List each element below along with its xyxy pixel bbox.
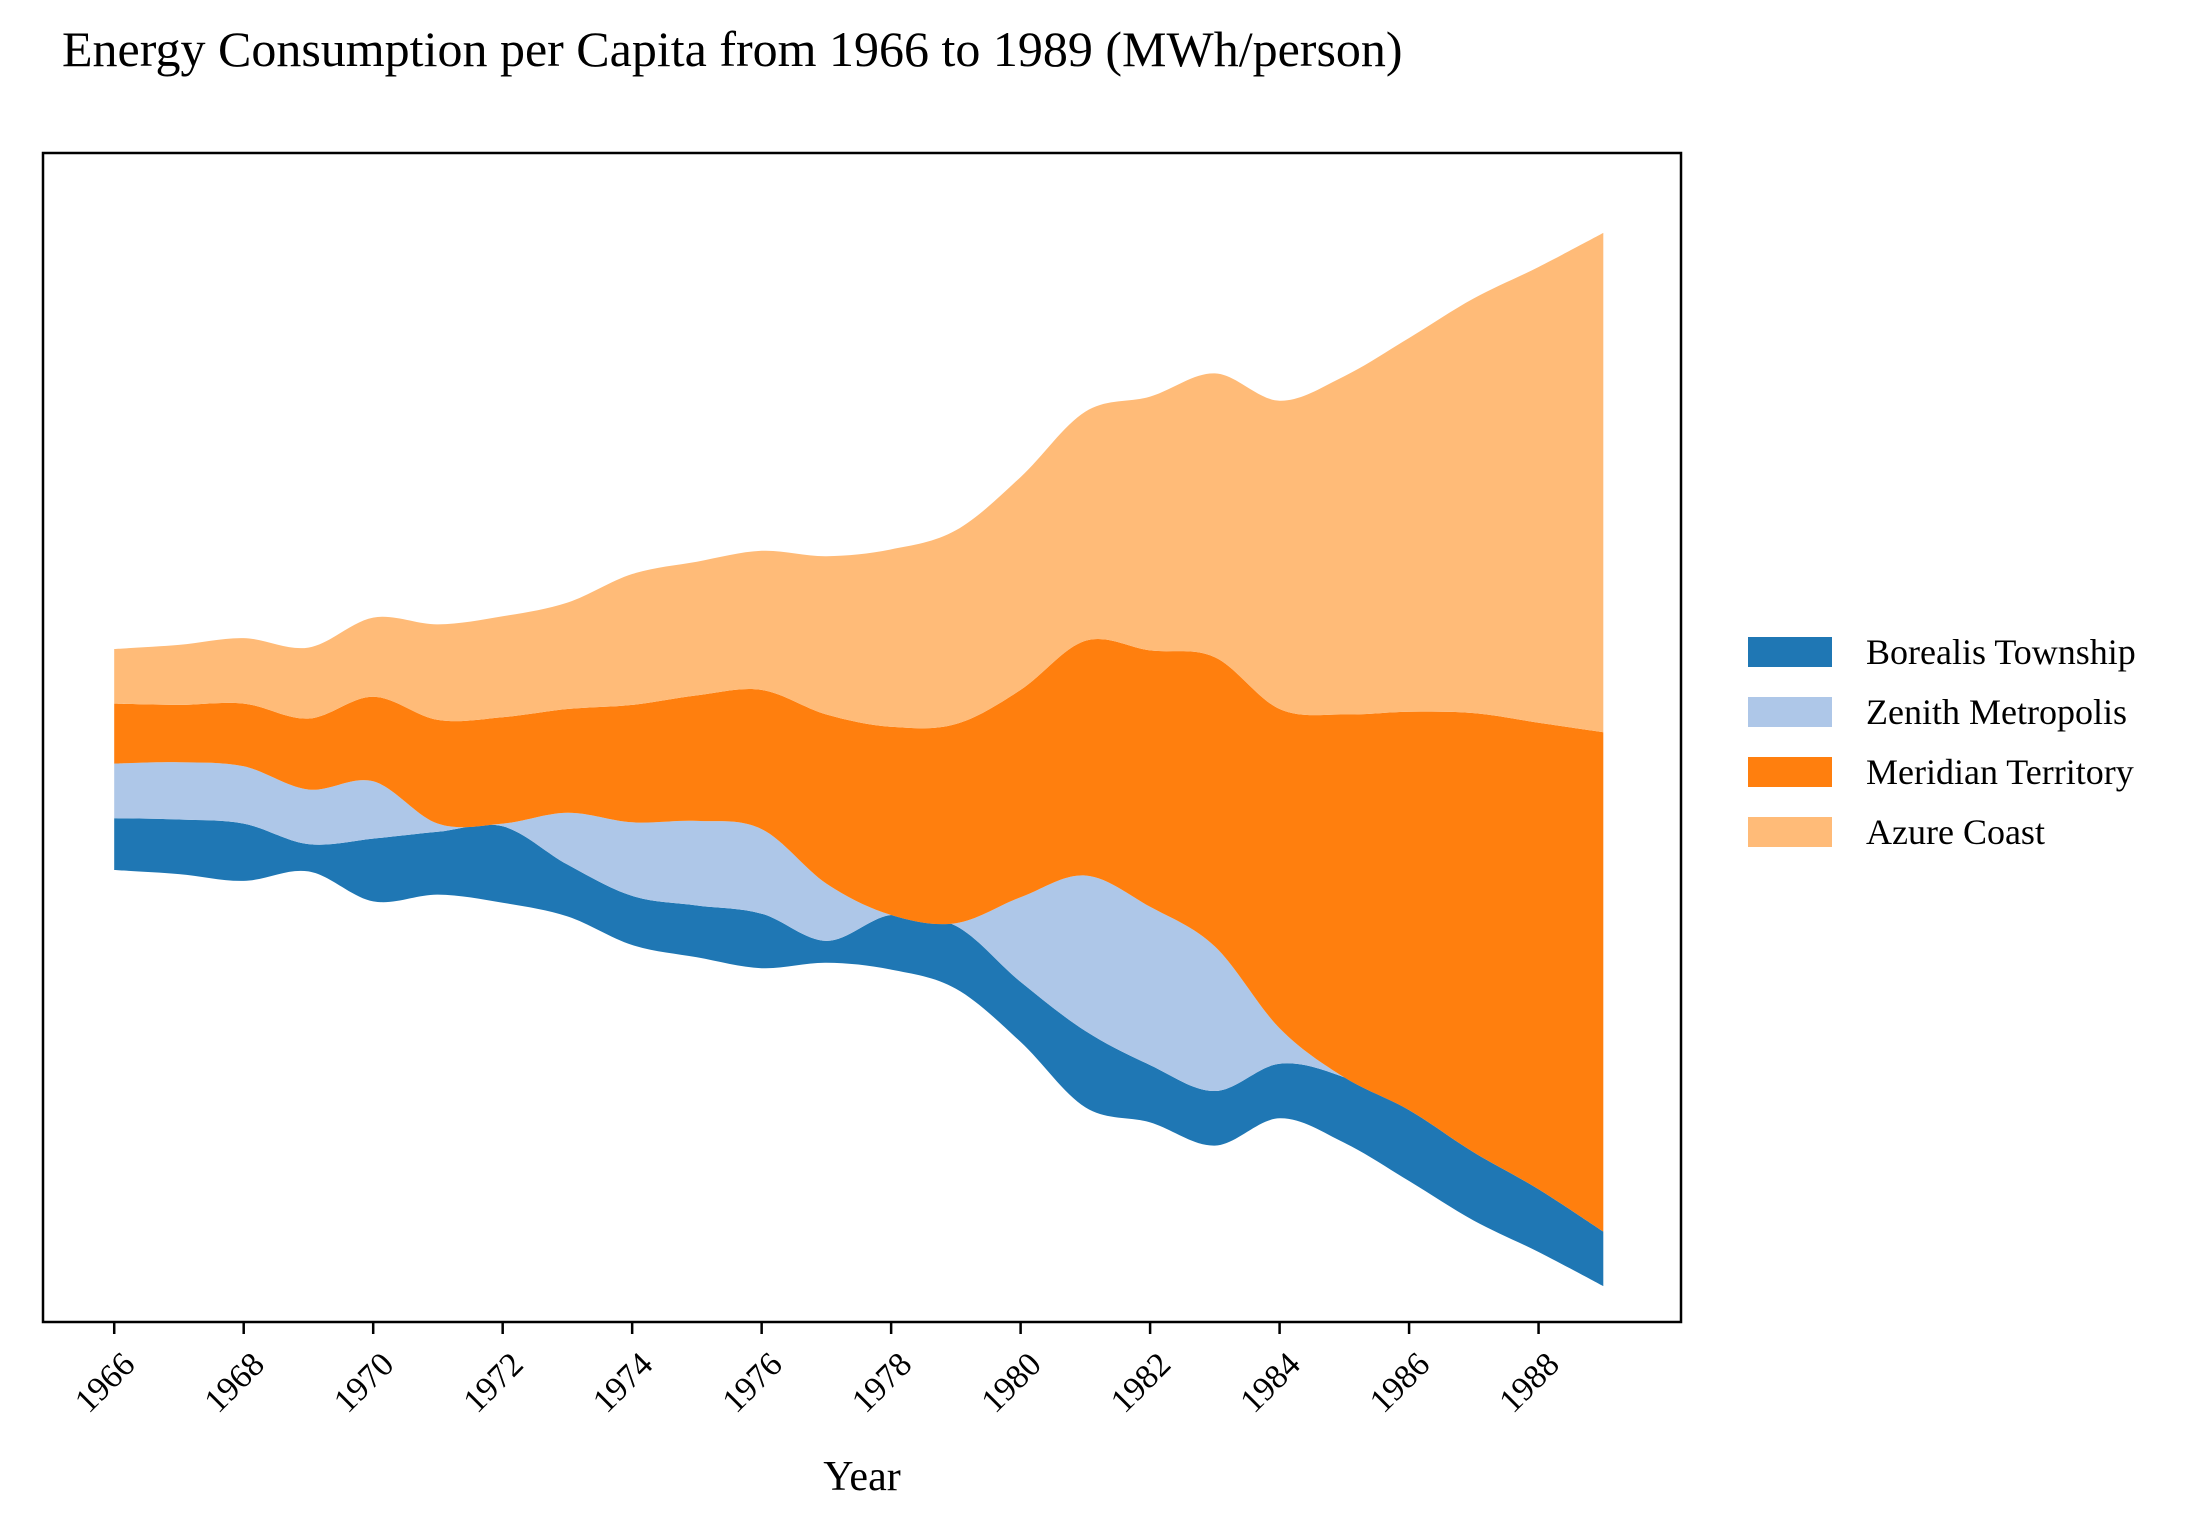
legend-item-zenith-metropolis: Zenith Metropolis <box>1748 682 2136 742</box>
legend-label-meridian-territory: Meridian Territory <box>1866 752 2134 792</box>
x-tick-label-1976: 1976 <box>715 1346 789 1420</box>
legend-label-azure-coast: Azure Coast <box>1866 812 2045 852</box>
legend: Borealis Township Zenith Metropolis Meridi… <box>1748 622 2136 862</box>
legend-item-azure-coast: Azure Coast <box>1748 802 2136 862</box>
chart-title: Energy Consumption per Capita from 1966 … <box>62 21 1403 77</box>
legend-swatch-meridian-territory <box>1748 757 1832 787</box>
x-tick-label-1980: 1980 <box>974 1346 1048 1420</box>
area-zenith-metropolis <box>114 762 1604 1232</box>
x-tick-label-1974: 1974 <box>586 1346 660 1420</box>
x-tick-label-1978: 1978 <box>845 1346 919 1420</box>
legend-label-borealis-township: Borealis Township <box>1866 632 2136 672</box>
legend-item-meridian-territory: Meridian Territory <box>1748 742 2136 802</box>
area-azure-coast <box>114 232 1604 733</box>
x-tick-label-1982: 1982 <box>1104 1346 1178 1420</box>
area-meridian-territory <box>114 638 1604 1232</box>
legend-swatch-azure-coast <box>1748 817 1832 847</box>
x-tick-label-1988: 1988 <box>1492 1346 1566 1420</box>
area-borealis-township <box>114 818 1604 1287</box>
x-tick-label-1970: 1970 <box>327 1346 401 1420</box>
legend-label-zenith-metropolis: Zenith Metropolis <box>1866 692 2127 732</box>
x-tick-label-1986: 1986 <box>1363 1346 1437 1420</box>
x-axis-ticks: 1966 1968 1970 1972 1974 1976 1978 1980 1982 1984… <box>68 1322 1567 1420</box>
plot-frame <box>41 151 1683 1324</box>
legend-item-borealis-township: Borealis Township <box>1748 622 2136 682</box>
x-tick-label-1966: 1966 <box>68 1346 142 1420</box>
x-axis-label: Year <box>823 1454 900 1500</box>
x-tick-label-1984: 1984 <box>1233 1346 1307 1420</box>
legend-swatch-borealis-township <box>1748 637 1832 667</box>
stream-areas <box>114 232 1604 1287</box>
legend-swatch-zenith-metropolis <box>1748 697 1832 727</box>
x-tick-label-1968: 1968 <box>198 1346 272 1420</box>
x-tick-label-1972: 1972 <box>456 1346 530 1420</box>
